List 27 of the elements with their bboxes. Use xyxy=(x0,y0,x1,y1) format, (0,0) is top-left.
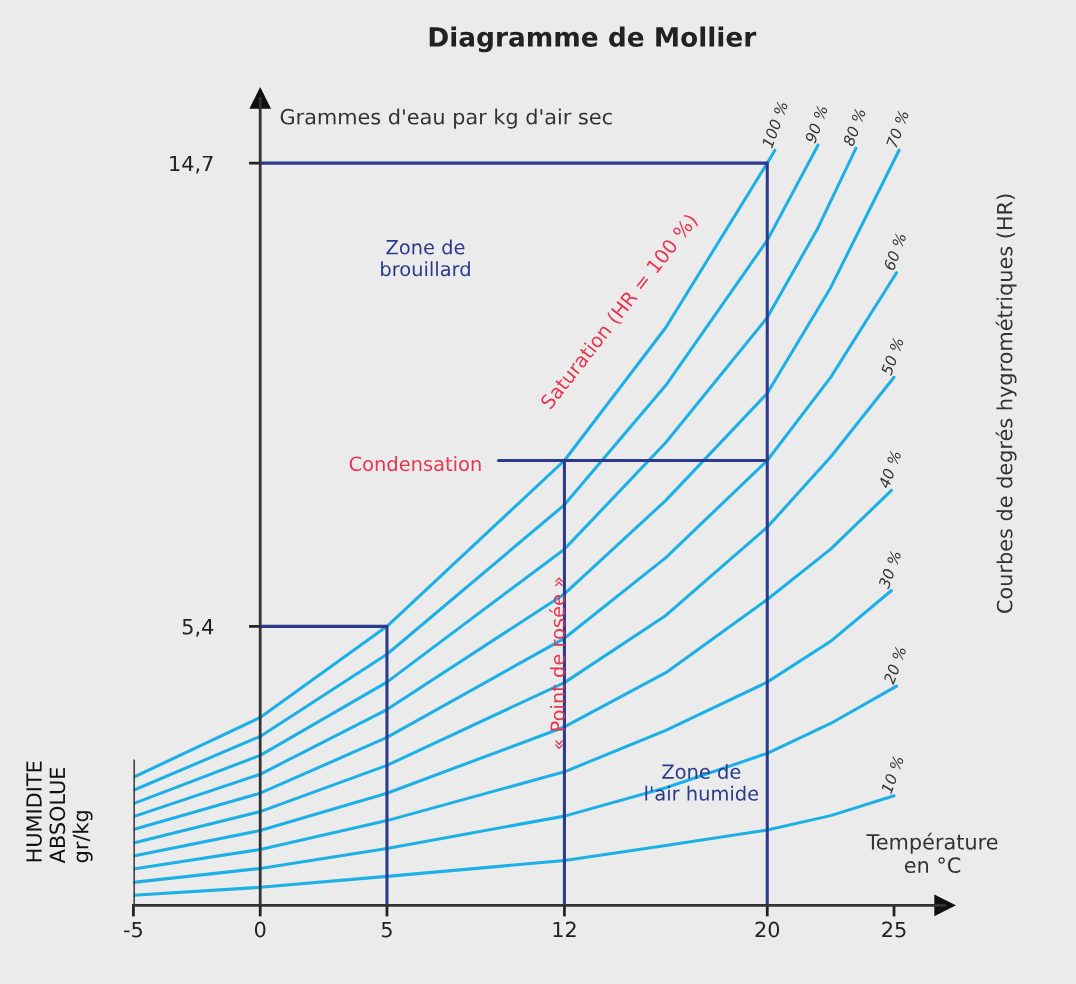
text: HUMIDITE ABSOLUE gr/kg xyxy=(26,761,93,864)
y-tick-label: 5,4 xyxy=(182,619,214,637)
annotation: Zone de l'air humide xyxy=(645,763,759,801)
text: 70 % xyxy=(885,110,910,148)
text: 100 % xyxy=(761,100,789,149)
text: Courbes de degrés hygrométriques (HR) xyxy=(995,194,1017,613)
x-axis-title: Température en °C xyxy=(866,832,998,873)
y-axis-title: Grammes d'eau par kg d'air sec xyxy=(280,108,612,129)
text: 50 % xyxy=(880,337,905,377)
y-tick-label: 14,7 xyxy=(170,155,213,174)
annotation: Condensation xyxy=(349,456,481,472)
text: 60 % xyxy=(883,232,907,271)
text: 20 % xyxy=(882,646,907,686)
text: 90 % xyxy=(804,105,828,144)
annotation: « Point de rosée » xyxy=(549,577,565,750)
text: 10 % xyxy=(880,755,905,794)
x-tick-label: 25 xyxy=(882,921,906,938)
text: 80 % xyxy=(842,108,867,147)
annotation: Zone de brouillard xyxy=(381,239,470,277)
x-tick-label: -5 xyxy=(124,921,142,938)
text: 30 % xyxy=(877,550,902,590)
text: 40 % xyxy=(877,450,902,490)
chart-title: Diagramme de Mollier xyxy=(429,26,757,53)
x-tick-label: 20 xyxy=(755,921,780,938)
x-tick-label: 5 xyxy=(381,921,392,938)
x-tick-label: 12 xyxy=(553,921,576,938)
x-tick-label: 0 xyxy=(254,921,266,938)
